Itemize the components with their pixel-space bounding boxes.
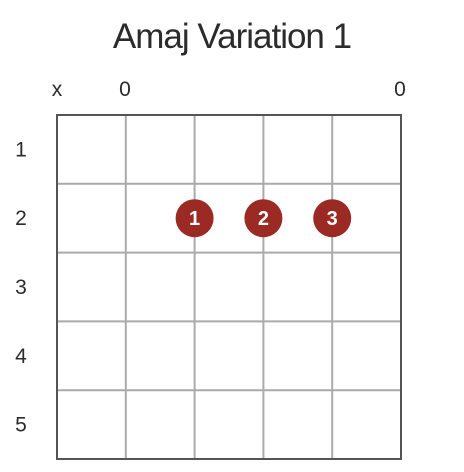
fret-number: 5 bbox=[15, 414, 27, 437]
finger-dot bbox=[244, 199, 283, 238]
fret-numbers: 1 2 3 4 5 bbox=[15, 138, 27, 436]
fret-number: 4 bbox=[15, 345, 27, 368]
finger-dot bbox=[313, 199, 352, 238]
finger-dot bbox=[175, 199, 214, 238]
string-marker: 0 bbox=[119, 78, 131, 101]
finger-dots: 1 2 3 bbox=[175, 199, 352, 238]
chord-title: Amaj Variation 1 bbox=[113, 17, 351, 56]
string-marker: x bbox=[52, 78, 63, 101]
fret-number: 2 bbox=[15, 207, 27, 230]
finger-number: 3 bbox=[327, 208, 338, 230]
string-markers: x 0 0 bbox=[52, 78, 406, 101]
finger-number: 1 bbox=[189, 208, 200, 230]
fret-number: 3 bbox=[15, 276, 27, 299]
fretboard-grid bbox=[56, 114, 402, 460]
finger-number: 2 bbox=[258, 208, 269, 230]
fretboard-border bbox=[56, 114, 402, 460]
string-marker: 0 bbox=[394, 78, 406, 101]
fret-number: 1 bbox=[15, 138, 27, 161]
